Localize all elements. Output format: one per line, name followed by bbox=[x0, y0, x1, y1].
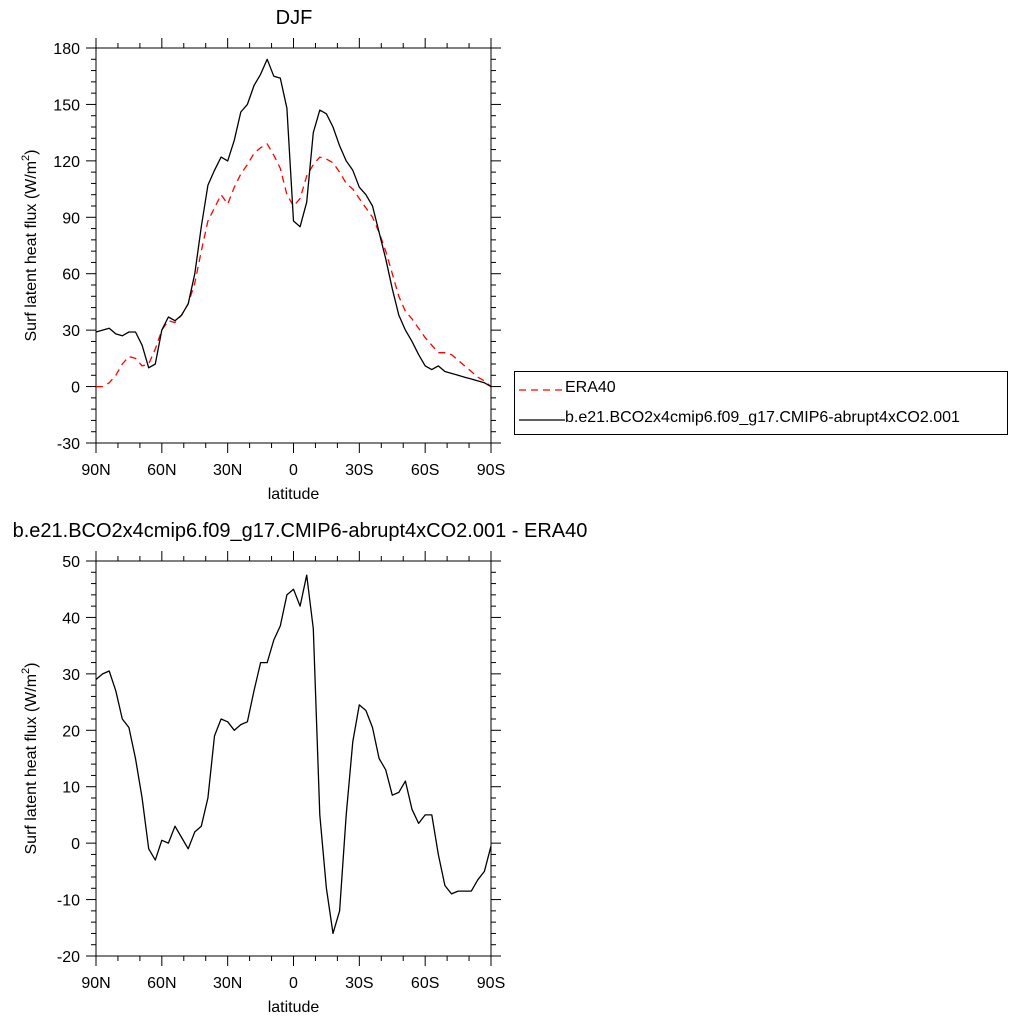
y-tick-label: 150 bbox=[53, 97, 80, 114]
bottom-panel-difference: b.e21.BCO2x4cmip6.f09_g17.CMIP6-abrupt4x… bbox=[13, 520, 588, 1016]
x-tick-label: 60S bbox=[411, 975, 439, 992]
y-tick-label: 50 bbox=[62, 554, 80, 571]
x-tick-label: 90N bbox=[81, 462, 110, 479]
y-axis-label-superscript: 2 bbox=[20, 668, 32, 674]
y-axis-label-close: ) bbox=[23, 663, 40, 668]
y-tick-label: 120 bbox=[53, 154, 80, 171]
y-tick-label: 0 bbox=[71, 380, 80, 397]
x-tick-label: 30S bbox=[345, 975, 373, 992]
x-tick-label: 0 bbox=[289, 462, 298, 479]
series-line-b-e21-bco2x4cmip6-f09-g17-cmip bbox=[95, 58, 492, 388]
plot-frame bbox=[95, 47, 492, 444]
y-axis-label-close: ) bbox=[23, 150, 40, 155]
x-tick-label: 90S bbox=[477, 975, 505, 992]
y-tick-label: 40 bbox=[62, 610, 80, 627]
x-tick-label: 90N bbox=[81, 975, 110, 992]
x-tick-label: 30S bbox=[345, 462, 373, 479]
x-tick-label: 90S bbox=[477, 462, 505, 479]
y-tick-label: 180 bbox=[53, 41, 80, 58]
top-panel-djf: DJF -30 0 30 60 90 120 150 180 90N 60N 30N 0 30S 60S 90… bbox=[20, 7, 505, 503]
series-line-era40 bbox=[96, 143, 492, 388]
plot-frame bbox=[95, 560, 492, 957]
legend-label-era40: ERA40 bbox=[565, 379, 616, 396]
x-tick-label: 60S bbox=[411, 462, 439, 479]
y-tick-label: 0 bbox=[71, 836, 80, 853]
chart-title: DJF bbox=[276, 7, 313, 29]
x-tick-label: 30N bbox=[213, 975, 242, 992]
x-axis-label: latitude bbox=[268, 999, 320, 1016]
y-axis-label-main: Surf latent heat flux (W/m bbox=[23, 161, 40, 342]
x-tick-label: 0 bbox=[289, 975, 298, 992]
legend: ERA40 b.e21.BCO2x4cmip6.f09_g17.CMIP6-ab… bbox=[514, 371, 1008, 435]
y-axis-label-main: Surf latent heat flux (W/m bbox=[23, 674, 40, 855]
y-axis-label-superscript: 2 bbox=[20, 155, 32, 161]
x-axis-label: latitude bbox=[268, 486, 320, 503]
y-tick-label: 30 bbox=[62, 667, 80, 684]
y-tick-label: 10 bbox=[62, 780, 80, 797]
legend-swatch-model bbox=[519, 419, 565, 421]
y-axis-label: Surf latent heat flux (W/m2) bbox=[20, 150, 40, 342]
y-axis-label: Surf latent heat flux (W/m2) bbox=[20, 663, 40, 855]
legend-item-era40: ERA40 bbox=[515, 376, 1007, 404]
series-line-0 bbox=[95, 574, 492, 935]
y-tick-label: -20 bbox=[57, 949, 80, 966]
y-tick-label: -30 bbox=[57, 436, 80, 453]
x-tick-label: 30N bbox=[213, 462, 242, 479]
y-tick-label: 20 bbox=[62, 723, 80, 740]
x-tick-label: 60N bbox=[147, 462, 176, 479]
y-tick-label: 60 bbox=[62, 267, 80, 284]
legend-swatch-era40 bbox=[519, 389, 565, 391]
y-tick-label: -10 bbox=[57, 893, 80, 910]
x-tick-label: 60N bbox=[147, 975, 176, 992]
legend-item-model: b.e21.BCO2x4cmip6.f09_g17.CMIP6-abrupt4x… bbox=[515, 406, 1007, 434]
chart-title: b.e21.BCO2x4cmip6.f09_g17.CMIP6-abrupt4x… bbox=[13, 520, 588, 542]
legend-label-model: b.e21.BCO2x4cmip6.f09_g17.CMIP6-abrupt4x… bbox=[565, 409, 960, 426]
y-tick-label: 30 bbox=[62, 323, 80, 340]
y-tick-label: 90 bbox=[62, 210, 80, 227]
